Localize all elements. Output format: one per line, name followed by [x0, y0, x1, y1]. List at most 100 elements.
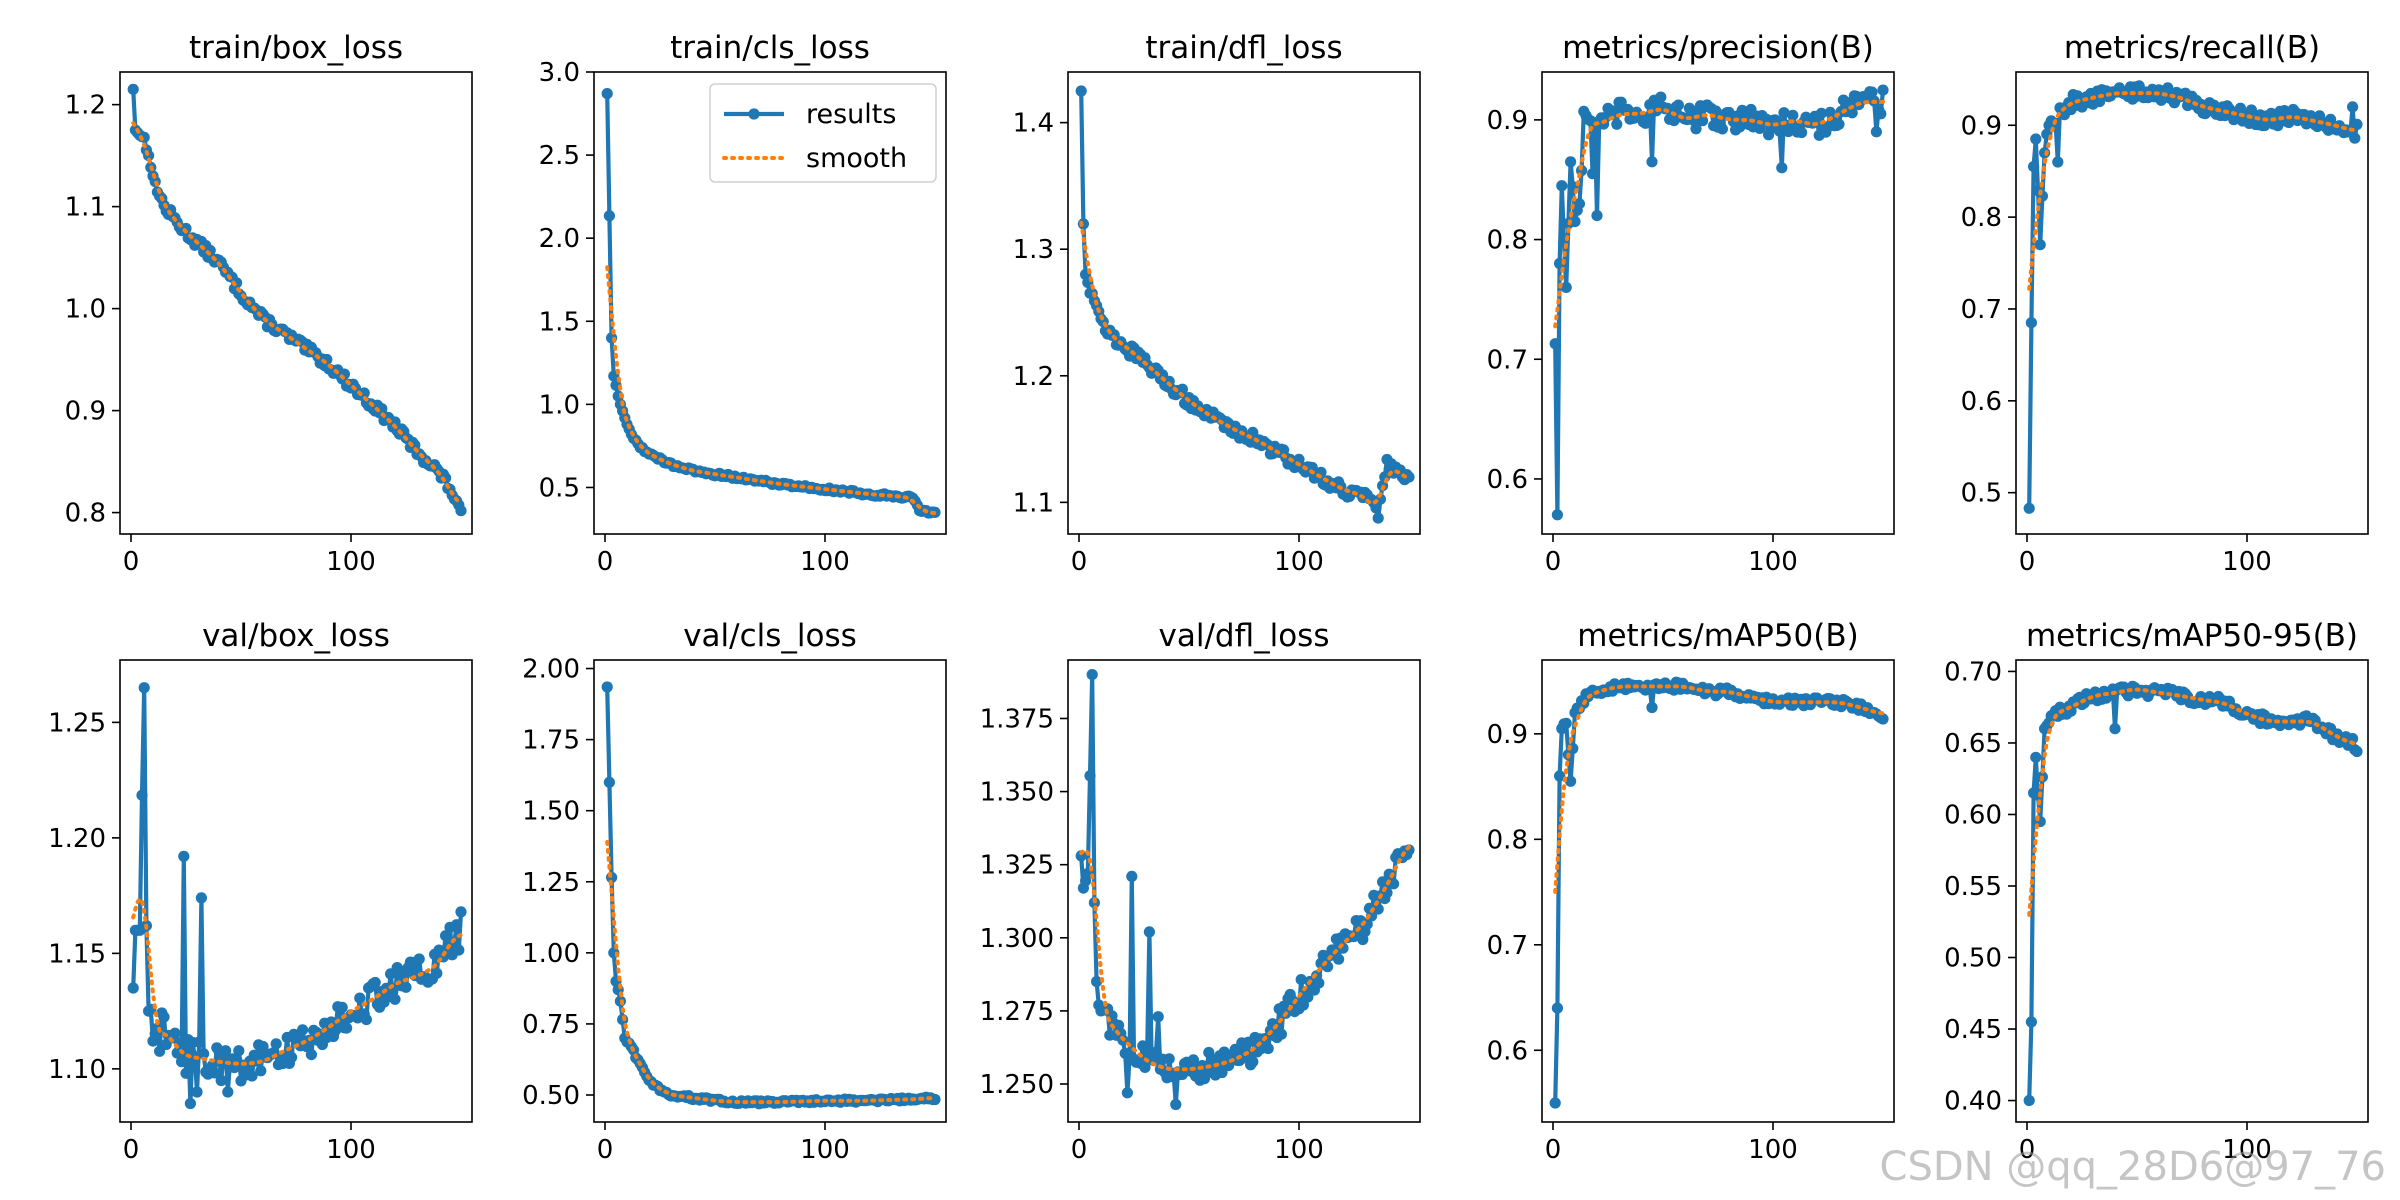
results-point: [257, 1040, 269, 1053]
chart-title: train/cls_loss: [670, 30, 870, 66]
results-point: [603, 776, 616, 788]
y-tick-label: 0.5: [539, 473, 580, 503]
smooth-line: [605, 840, 937, 1105]
y-tick-label: 1.50: [522, 797, 580, 827]
results-point: [1370, 502, 1382, 514]
y-tick-label: 0.60: [1944, 800, 2002, 830]
results-point: [1372, 512, 1384, 524]
results-point: [1646, 701, 1658, 714]
results-markers: [1549, 84, 1889, 521]
results-point: [305, 1049, 317, 1061]
results-point: [2351, 745, 2363, 758]
results-point: [1716, 123, 1728, 135]
x-tick-label: 0: [597, 547, 614, 577]
x-tick-label: 100: [800, 1135, 850, 1165]
smooth-line: [1079, 844, 1411, 1072]
y-tick-label: 0.40: [1944, 1087, 2002, 1117]
results-point: [1642, 111, 1654, 123]
axes-frame: [2015, 71, 2369, 535]
results-point: [1275, 1028, 1287, 1040]
results-point: [1556, 180, 1568, 192]
y-tick-label: 2.0: [539, 224, 580, 254]
results-point: [127, 982, 139, 994]
chart-title: val/box_loss: [202, 618, 390, 654]
results-point: [1611, 118, 1623, 130]
results-point: [215, 1074, 227, 1087]
results-point: [1549, 338, 1561, 350]
axes-frame: [1541, 659, 1895, 1123]
results-point: [1139, 1061, 1151, 1073]
x-tick-label: 0: [2019, 547, 2036, 577]
chart-train_cls_loss: train/cls_loss 0 100 0.5 1.0 1.5 2.0 2.5 3.0 resu…: [539, 30, 947, 577]
results-point: [2245, 104, 2257, 116]
results-point: [2023, 1094, 2035, 1107]
results-point: [176, 1056, 188, 1068]
axes-frame: [119, 659, 473, 1123]
results-point: [2030, 751, 2042, 763]
y-tick-label: 0.9: [1487, 720, 1528, 750]
results-point: [1734, 121, 1746, 133]
chart-val_cls_loss: val/cls_loss 0 100 0.50 0.75 1.00 1.25 1.50 1.75…: [522, 618, 947, 1165]
results-point: [246, 1070, 258, 1082]
results-point: [2025, 1016, 2037, 1028]
results-point: [400, 981, 412, 993]
results-point: [1672, 99, 1684, 111]
chart-title: metrics/mAP50-95(B): [2026, 618, 2358, 654]
chart-val_dfl_loss: val/dfl_loss 0 100 1.250 1.275 1.300 1.325 1.35…: [980, 618, 1421, 1165]
y-tick-label: 1.275: [980, 997, 1054, 1027]
x-tick-label: 100: [326, 547, 376, 577]
y-tick-label: 1.375: [980, 704, 1054, 734]
y-tick-label: 0.5: [1961, 479, 2002, 509]
results-point: [1403, 471, 1415, 483]
results-point: [2109, 723, 2121, 735]
x-tick-label: 100: [1274, 1135, 1324, 1165]
results-point: [1377, 876, 1389, 888]
results-point: [1388, 878, 1400, 890]
y-tick-label: 1.15: [48, 939, 106, 969]
smooth-line: [1079, 220, 1411, 506]
smooth-line: [2027, 91, 2359, 291]
results-point: [1333, 953, 1345, 965]
y-tick-label: 2.5: [539, 141, 580, 171]
results-point: [389, 416, 401, 428]
results-point: [1697, 115, 1709, 127]
results-point: [158, 1011, 170, 1023]
chart-train_dfl_loss: train/dfl_loss 0 100 1.1 1.2 1.3 1.4: [1013, 30, 1421, 577]
chart-title: metrics/mAP50(B): [1577, 618, 1858, 654]
results-point: [195, 892, 207, 904]
results-point: [178, 850, 190, 862]
chart-title: metrics/recall(B): [2064, 30, 2320, 66]
y-tick-label: 0.6: [1487, 465, 1528, 495]
results-point: [193, 1036, 205, 1048]
results-point: [233, 1045, 245, 1057]
results-point: [453, 944, 465, 956]
results-point: [2094, 96, 2106, 108]
y-tick-label: 1.75: [522, 726, 580, 756]
smooth-line: [131, 895, 463, 1066]
axes-frame: [593, 659, 947, 1123]
results-point: [138, 682, 150, 694]
results-point: [1075, 85, 1087, 97]
x-tick-label: 100: [1748, 547, 1798, 577]
results-point: [1262, 1042, 1274, 1055]
chart-val_box_loss: val/box_loss 0 100 1.10 1.15 1.20 1.25: [48, 618, 473, 1165]
results-point: [222, 1086, 234, 1098]
y-tick-label: 3.0: [539, 58, 580, 88]
smooth-line: [131, 121, 463, 507]
y-tick-label: 0.8: [65, 499, 106, 529]
results-line: [2027, 684, 2359, 1101]
x-tick-label: 100: [800, 547, 850, 577]
results-point: [601, 681, 613, 693]
results-point: [136, 789, 148, 801]
results-point: [455, 906, 467, 918]
x-tick-label: 100: [1274, 547, 1324, 577]
results-point: [1565, 775, 1577, 787]
results-point: [601, 88, 613, 100]
y-tick-label: 0.9: [1961, 111, 2002, 141]
results-line: [605, 686, 936, 1106]
chart-metrics_precision: metrics/precision(B) 0 100 0.6 0.7 0.8 0.9: [1487, 30, 1895, 577]
legend: results smooth: [709, 83, 937, 183]
legend-results-label: results: [806, 99, 896, 130]
results-line: [1553, 89, 1886, 517]
y-tick-label: 0.65: [1944, 729, 2002, 759]
